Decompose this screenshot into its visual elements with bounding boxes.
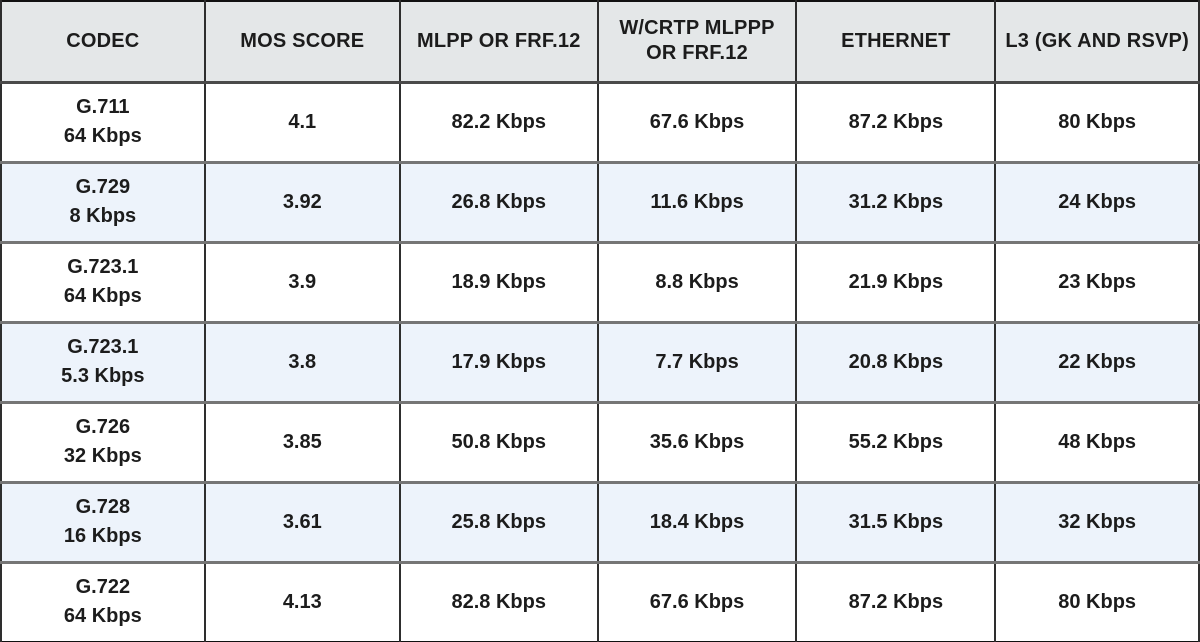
codec-name: G.711 [76,96,130,118]
codec-name: G.728 [75,496,131,518]
table-row: G.728 16 Kbps 3.61 25.8 Kbps 18.4 Kbps 3… [0,480,1200,562]
ethernet-cell: 31.5 Kbps [795,480,997,562]
codec-name: G.723.1 [67,336,139,358]
table-row: G.726 32 Kbps 3.85 50.8 Kbps 35.6 Kbps 5… [0,400,1200,482]
codec-rate: 64 Kbps [63,125,142,147]
mlpp-frf12-cell: 18.9 Kbps [398,240,599,322]
codec-rate: 8 Kbps [69,205,137,227]
ethernet-cell: 20.8 Kbps [795,320,997,402]
table-row: G.723.1 5.3 Kbps 3.8 17.9 Kbps 7.7 Kbps … [0,320,1200,402]
mlpp-frf12-cell: 82.8 Kbps [398,560,599,642]
codec-cell: G.726 32 Kbps [0,400,206,482]
header-l3-gk-rsvp: L3 (GK AND RSVP) [994,1,1200,84]
mos-score-cell: 3.85 [203,400,401,482]
header-mlpp-frf12-label: MLPP OR FRF.12 [416,29,581,52]
table-row: G.711 64 Kbps 4.1 82.2 Kbps 67.6 Kbps 87… [0,82,1200,162]
header-codec: CODEC [0,1,206,84]
mlpp-frf12-cell: 17.9 Kbps [398,320,599,402]
codec-rate: 64 Kbps [63,285,142,307]
header-wcrtp-mlppp-label: W/CRTP MLPPP OR FRF.12 [619,17,775,65]
codec-name: G.729 [75,176,131,198]
header-codec-label: CODEC [66,29,140,52]
codec-name: G.722 [75,576,131,599]
codec-name: G.723.1 [67,256,139,278]
l3-gk-rsvp-cell: 32 Kbps [994,480,1200,562]
header-mos-score-label: MOS SCORE [240,29,365,52]
mos-score-cell: 3.8 [203,320,401,402]
codec-cell: G.723.1 5.3 Kbps [0,320,206,402]
table-row: G.729 8 Kbps 3.92 26.8 Kbps 11.6 Kbps 31… [0,160,1200,242]
header-row: CODEC MOS SCORE MLPP OR FRF.12 W/CRTP ML… [0,1,1200,84]
l3-gk-rsvp-cell: 80 Kbps [994,82,1200,162]
codec-rate: 64 Kbps [63,605,142,628]
ethernet-cell: 87.2 Kbps [795,82,997,162]
wcrtp-mlppp-cell: 67.6 Kbps [596,560,798,642]
l3-gk-rsvp-cell: 22 Kbps [994,320,1200,402]
mos-score-cell: 3.9 [203,240,401,322]
l3-gk-rsvp-cell: 80 Kbps [994,560,1200,642]
wcrtp-mlppp-cell: 35.6 Kbps [596,400,798,482]
codec-cell: G.723.1 64 Kbps [0,240,206,322]
header-wcrtp-mlppp: W/CRTP MLPPP OR FRF.12 [596,1,798,84]
header-mlpp-frf12: MLPP OR FRF.12 [398,1,599,84]
table-row: G.722 64 Kbps 4.13 82.8 Kbps 67.6 Kbps 8… [0,560,1200,642]
codec-cell: G.728 16 Kbps [0,480,206,562]
codec-rate: 5.3 Kbps [61,365,145,387]
mlpp-frf12-cell: 25.8 Kbps [398,480,599,562]
mos-score-cell: 3.61 [203,480,401,562]
codec-rate: 32 Kbps [63,445,142,467]
table-row: G.723.1 64 Kbps 3.9 18.9 Kbps 8.8 Kbps 2… [0,240,1200,322]
ethernet-cell: 31.2 Kbps [795,160,997,242]
table-body: G.711 64 Kbps 4.1 82.2 Kbps 67.6 Kbps 87… [0,82,1200,642]
mos-score-cell: 4.13 [203,560,401,642]
l3-gk-rsvp-cell: 24 Kbps [994,160,1200,242]
codec-cell: G.722 64 Kbps [0,560,206,642]
wcrtp-mlppp-cell: 18.4 Kbps [596,480,798,562]
mlpp-frf12-cell: 50.8 Kbps [398,400,599,482]
codec-cell: G.711 64 Kbps [0,82,206,162]
wcrtp-mlppp-cell: 67.6 Kbps [596,82,798,162]
mlpp-frf12-cell: 26.8 Kbps [398,160,599,242]
mlpp-frf12-cell: 82.2 Kbps [398,82,599,162]
mos-score-cell: 3.92 [203,160,401,242]
ethernet-cell: 21.9 Kbps [795,240,997,322]
table-header: CODEC MOS SCORE MLPP OR FRF.12 W/CRTP ML… [0,1,1200,84]
wcrtp-mlppp-cell: 7.7 Kbps [596,320,798,402]
header-ethernet: ETHERNET [795,1,997,84]
mos-score-cell: 4.1 [203,82,401,162]
header-l3-gk-rsvp-label: L3 (GK AND RSVP) [1005,29,1189,52]
codec-name: G.726 [75,416,131,438]
codec-cell: G.729 8 Kbps [0,160,206,242]
wcrtp-mlppp-cell: 11.6 Kbps [596,160,798,242]
ethernet-cell: 55.2 Kbps [795,400,997,482]
header-ethernet-label: ETHERNET [841,29,951,52]
ethernet-cell: 87.2 Kbps [795,560,997,642]
header-mos-score: MOS SCORE [203,1,401,84]
l3-gk-rsvp-cell: 23 Kbps [994,240,1200,322]
codec-rate: 16 Kbps [63,525,142,547]
l3-gk-rsvp-cell: 48 Kbps [994,400,1200,482]
wcrtp-mlppp-cell: 8.8 Kbps [596,240,798,322]
